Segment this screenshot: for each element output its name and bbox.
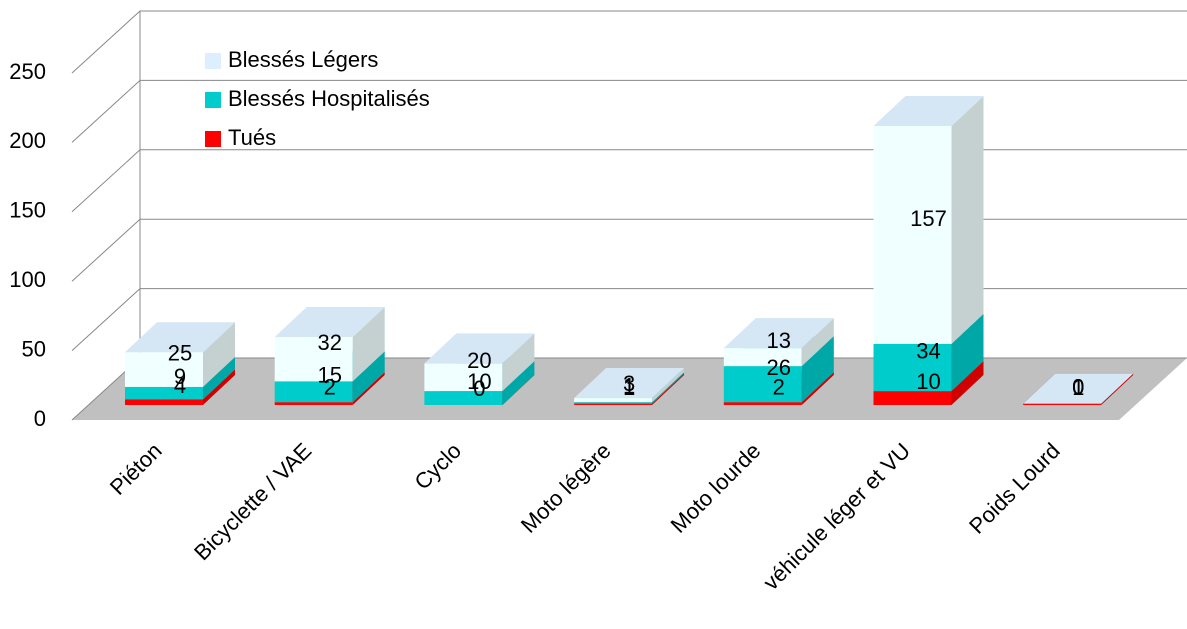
data-label: 0 bbox=[1072, 374, 1084, 399]
bar-side bbox=[652, 368, 685, 403]
bar-top bbox=[723, 318, 834, 349]
y-tick-label: 250 bbox=[9, 59, 46, 84]
data-label: 26 bbox=[767, 355, 791, 380]
data-label: 32 bbox=[317, 330, 341, 355]
x-tick-label: Moto lourde bbox=[666, 438, 766, 538]
y-tick-label: 50 bbox=[22, 336, 46, 361]
bar-side bbox=[502, 333, 535, 392]
grid-line bbox=[71, 288, 1187, 351]
bar-top bbox=[125, 322, 235, 353]
data-label: 2 bbox=[324, 374, 336, 399]
bar-front bbox=[723, 402, 802, 405]
grid-line bbox=[71, 218, 1187, 282]
bar-front bbox=[873, 343, 952, 392]
x-tick-label: Piéton bbox=[105, 438, 167, 500]
bar-side bbox=[352, 372, 385, 405]
bar-front bbox=[274, 381, 353, 403]
legend-swatch bbox=[205, 53, 221, 69]
bar-side bbox=[951, 96, 984, 344]
bar-side bbox=[203, 369, 235, 405]
bar-side bbox=[951, 313, 984, 392]
bar-side bbox=[1101, 373, 1134, 405]
grid-line bbox=[71, 79, 1187, 143]
data-label: 0 bbox=[473, 376, 485, 401]
x-tick-label: Poids Lourd bbox=[964, 438, 1065, 539]
grid-line bbox=[71, 149, 1187, 213]
bar-side bbox=[352, 306, 385, 382]
data-label: 1 bbox=[1072, 375, 1084, 400]
bar-side bbox=[203, 322, 235, 387]
bar-side bbox=[801, 372, 834, 405]
bar-front bbox=[125, 386, 203, 400]
legend-label: Blessés Légers bbox=[228, 47, 378, 72]
data-label: 10 bbox=[467, 369, 491, 394]
bar-front bbox=[873, 126, 952, 344]
data-label: 20 bbox=[467, 348, 491, 373]
bar-top bbox=[274, 306, 385, 337]
bar-front bbox=[723, 348, 802, 367]
bar-side bbox=[352, 351, 385, 403]
bar-top bbox=[574, 368, 685, 399]
bar-side bbox=[801, 318, 834, 367]
bar-side bbox=[203, 356, 235, 400]
bar-side bbox=[502, 361, 535, 405]
bar-front bbox=[274, 402, 353, 405]
bar-front bbox=[1023, 403, 1102, 405]
grid-line bbox=[71, 10, 1187, 74]
data-label: 25 bbox=[168, 340, 192, 365]
bar-front bbox=[873, 391, 952, 405]
data-label: 9 bbox=[174, 364, 186, 389]
bar-front bbox=[574, 403, 653, 405]
data-label: 3 bbox=[623, 371, 635, 396]
data-label: 2 bbox=[773, 374, 785, 399]
data-label: 34 bbox=[916, 338, 940, 363]
x-tick-label: Cyclo bbox=[409, 438, 466, 495]
x-tick-label: véhicule léger et VU bbox=[758, 438, 915, 595]
data-label: 4 bbox=[174, 373, 186, 398]
data-label: 0 bbox=[1072, 374, 1084, 399]
data-label: 1 bbox=[623, 374, 635, 399]
y-tick-label: 0 bbox=[34, 406, 46, 431]
bar-top bbox=[1023, 373, 1134, 404]
bar-front bbox=[424, 363, 503, 392]
bar-side bbox=[951, 361, 984, 405]
legend-swatch bbox=[205, 92, 221, 108]
bar-front bbox=[424, 391, 503, 405]
bar-front bbox=[274, 336, 353, 382]
y-tick-label: 100 bbox=[9, 267, 46, 292]
y-tick-label: 200 bbox=[9, 128, 46, 153]
data-label: 157 bbox=[910, 206, 947, 231]
data-label: 10 bbox=[916, 369, 940, 394]
bar-side bbox=[801, 336, 834, 403]
bar-front bbox=[574, 402, 653, 404]
data-label: 13 bbox=[767, 328, 791, 353]
bar-front bbox=[125, 352, 203, 387]
x-tick-label: Bicyclette / VAE bbox=[189, 438, 316, 565]
legend-swatch bbox=[205, 131, 221, 147]
bar-front bbox=[574, 398, 653, 403]
legend-label: Blessés Hospitalisés bbox=[228, 86, 430, 111]
data-label: 15 bbox=[317, 363, 341, 388]
bar-top bbox=[424, 333, 535, 364]
y-tick-label: 150 bbox=[9, 198, 46, 223]
bar-side bbox=[652, 372, 685, 404]
bar-front bbox=[723, 366, 802, 403]
legend-label: Tués bbox=[228, 125, 276, 150]
bar-side bbox=[652, 373, 685, 405]
bar-front bbox=[125, 399, 203, 405]
bar-top bbox=[873, 96, 984, 127]
data-label: 1 bbox=[623, 375, 635, 400]
x-tick-label: Moto légère bbox=[516, 438, 616, 538]
